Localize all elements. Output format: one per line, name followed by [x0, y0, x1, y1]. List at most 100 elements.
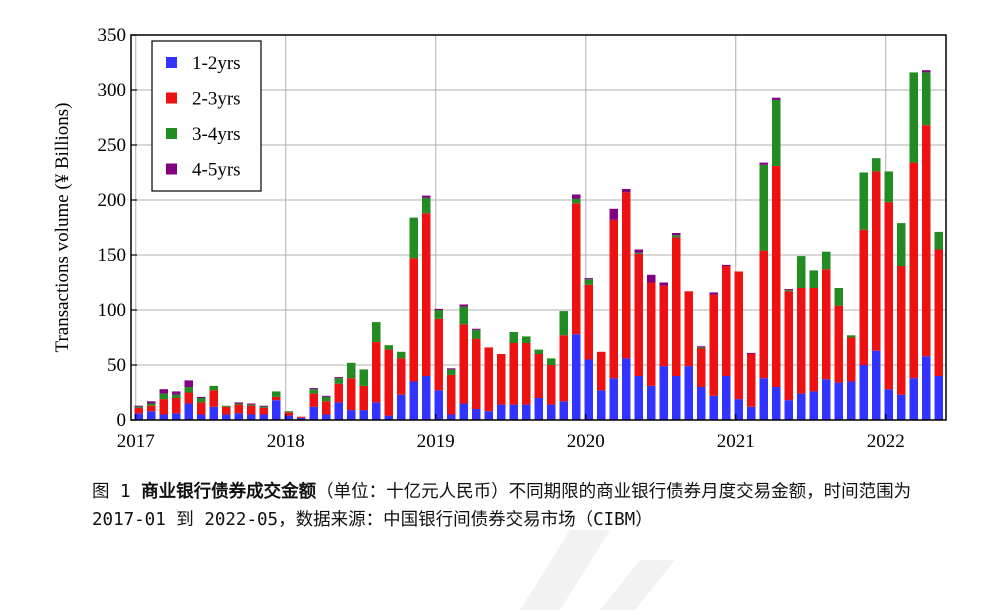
bar-segment-4-5yrs	[234, 402, 243, 404]
bar-segment-2-3yrs	[447, 374, 456, 415]
bar-segment-3-4yrs	[834, 288, 843, 306]
bar-segment-3-4yrs	[284, 411, 293, 413]
legend-label: 2-3yrs	[192, 89, 241, 110]
bar-segment-1-2yrs	[684, 366, 693, 420]
bar-segment-2-3yrs	[559, 335, 568, 402]
y-tick-label: 0	[117, 410, 127, 431]
bar-segment-2-3yrs	[247, 405, 256, 415]
bar-segment-1-2yrs	[922, 356, 931, 420]
bar-segment-2-3yrs	[797, 288, 806, 394]
x-tick-label: 2018	[267, 431, 305, 452]
bar-segment-1-2yrs	[659, 366, 668, 420]
bar-segment-1-2yrs	[809, 391, 818, 420]
bar-segment-1-2yrs	[409, 381, 418, 420]
bar-segment-3-4yrs	[272, 391, 281, 397]
bar-segment-1-2yrs	[897, 394, 906, 420]
stacked-bar-chart: 0 50 100 150 200 250 300 350 2017 2018 2019 2020 202…	[52, 25, 947, 452]
legend: 1-2yrs 2-3yrs 3-4yrs 4-5yrs	[151, 40, 262, 192]
bar-segment-3-4yrs	[809, 270, 818, 288]
bar-segment-2-3yrs	[634, 253, 643, 376]
figure-caption: 图 1 商业银行债券成交金额（单位：十亿元人民币）不同期限的商业银行债券月度交易…	[92, 478, 932, 534]
bar-segment-3-4yrs	[922, 72, 931, 126]
bar-segment-1-2yrs	[884, 389, 893, 420]
bar-segment-2-3yrs	[847, 337, 856, 382]
bar-segment-1-2yrs	[559, 401, 568, 420]
bar-segment-2-3yrs	[859, 229, 868, 365]
bar-segment-3-4yrs	[509, 332, 518, 343]
bar-segment-1-2yrs	[284, 415, 293, 420]
bar-segment-1-2yrs	[547, 404, 556, 420]
bar-segment-2-3yrs	[697, 348, 706, 387]
bar-segment-2-3yrs	[497, 354, 506, 405]
bar-segment-2-3yrs	[772, 165, 781, 387]
caption-body: （单位：十亿元人民币）不同期限的商业银行债券月度交易金额，时间范围为 2017-…	[92, 482, 912, 530]
bar-segment-1-2yrs	[622, 358, 631, 420]
bar-segment-2-3yrs	[259, 407, 268, 415]
bar-segment-3-4yrs	[197, 398, 206, 403]
bar-segment-1-2yrs	[184, 403, 193, 420]
legend-label: 4-5yrs	[192, 160, 241, 181]
bar-segment-1-2yrs	[584, 359, 593, 420]
legend-swatch	[166, 57, 177, 68]
bar-segment-2-3yrs	[359, 385, 368, 411]
bar-segment-3-4yrs	[147, 403, 156, 406]
legend-swatch	[166, 92, 177, 104]
bar-segment-1-2yrs	[359, 410, 368, 420]
bar-segment-1-2yrs	[222, 414, 231, 420]
bar-segment-3-4yrs	[897, 223, 906, 266]
bar-segment-4-5yrs	[722, 264, 731, 266]
bar-segment-3-4yrs	[322, 396, 331, 402]
bar-segment-3-4yrs	[872, 158, 881, 172]
bar-segment-2-3yrs	[872, 171, 881, 351]
bar-segment-4-5yrs	[459, 304, 468, 307]
bar-segment-1-2yrs	[484, 411, 493, 420]
bar-segment-2-3yrs	[384, 349, 393, 416]
bar-segment-4-5yrs	[259, 405, 268, 407]
bar-segment-1-2yrs	[909, 378, 918, 420]
bar-segment-1-2yrs	[534, 398, 543, 420]
bar-segment-2-3yrs	[297, 416, 306, 418]
bar-segment-3-4yrs	[584, 279, 593, 285]
y-tick-label: 150	[98, 245, 127, 266]
bar-segment-3-4yrs	[859, 172, 868, 230]
bar-segment-1-2yrs	[309, 406, 318, 420]
bar-segment-1-2yrs	[422, 376, 431, 420]
bar-segment-3-4yrs	[572, 198, 581, 204]
bar-segment-2-3yrs	[722, 266, 731, 376]
bar-segment-2-3yrs	[784, 291, 793, 401]
x-tick-label: 2020	[567, 431, 605, 452]
bar-segment-3-4yrs	[184, 387, 193, 393]
caption-title: 商业银行债券成交金额	[141, 482, 317, 502]
bar-segment-3-4yrs	[822, 251, 831, 270]
bar-segment-4-5yrs	[697, 346, 706, 348]
bar-segment-2-3yrs	[422, 213, 431, 376]
bar-segment-2-3yrs	[747, 354, 756, 407]
bar-segment-1-2yrs	[772, 387, 781, 420]
bar-segment-3-4yrs	[547, 358, 556, 365]
bar-segment-4-5yrs	[197, 396, 206, 398]
bar-segment-2-3yrs	[759, 250, 768, 379]
bar-segment-3-4yrs	[909, 72, 918, 163]
bar-segment-2-3yrs	[684, 291, 693, 367]
bar-segment-2-3yrs	[484, 347, 493, 412]
bar-segment-3-4yrs	[334, 378, 343, 384]
bar-segment-1-2yrs	[797, 393, 806, 420]
bar-segment-2-3yrs	[672, 237, 681, 376]
bar-segment-2-3yrs	[597, 351, 606, 391]
bar-segment-4-5yrs	[247, 403, 256, 405]
y-tick-label: 200	[98, 190, 127, 211]
bar-segment-2-3yrs	[172, 398, 181, 414]
bar-segment-3-4yrs	[172, 394, 181, 398]
bar-segment-3-4yrs	[347, 362, 356, 379]
bar-segment-2-3yrs	[397, 358, 406, 395]
bar-segment-3-4yrs	[222, 405, 231, 407]
bar-segment-4-5yrs	[147, 401, 156, 404]
y-tick-label: 50	[107, 355, 126, 376]
bar-segment-2-3yrs	[509, 343, 518, 405]
bar-segment-2-3yrs	[309, 393, 318, 407]
plot-frame	[130, 34, 947, 421]
bar-segment-3-4yrs	[434, 310, 443, 319]
bar-segment-1-2yrs	[272, 400, 281, 420]
bar-segment-2-3yrs	[197, 402, 206, 415]
bar-segment-1-2yrs	[709, 395, 718, 420]
